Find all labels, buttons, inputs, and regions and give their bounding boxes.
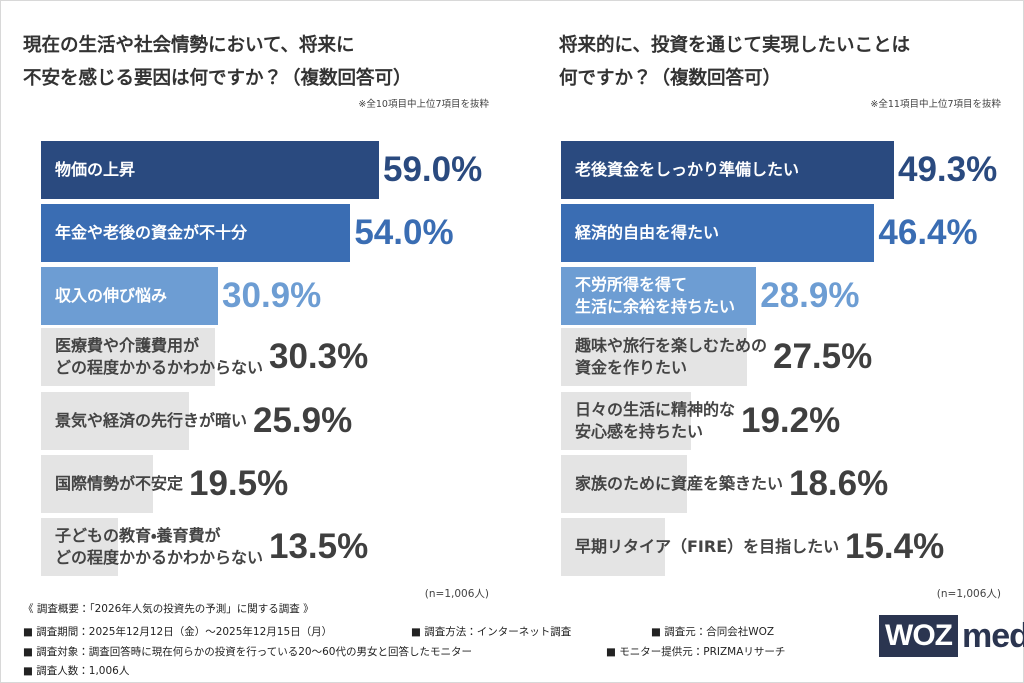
value-label: 30.3% xyxy=(269,337,369,376)
value-label: 25.9% xyxy=(253,401,353,440)
category-label: 日々の生活に精神的な 安心感を持ちたい xyxy=(575,400,736,441)
value-label: 27.5% xyxy=(773,337,873,376)
category-label: 国際情勢が不安定 xyxy=(55,474,184,493)
chart-title: 将来的に、投資を通じて実現したいことは 何ですか？（複数回答可） xyxy=(559,35,910,89)
category-label: 景気や経済の先行きが暗い xyxy=(55,411,248,430)
bar xyxy=(561,328,747,386)
category-label: 経済的自由を得たい xyxy=(575,223,720,242)
logo-suffix: media xyxy=(961,616,1024,655)
value-label: 18.6% xyxy=(789,464,889,503)
footer-text: ■ 調査対象：調査回答時に現在何らかの投資を行っている20～60代の男女と回答し… xyxy=(23,646,472,658)
bar xyxy=(41,392,190,450)
bar xyxy=(41,518,119,576)
value-label: 59.0% xyxy=(383,150,483,189)
bar xyxy=(561,392,691,450)
bar xyxy=(41,455,153,513)
sample-size: (n=1,006人) xyxy=(936,588,1001,600)
category-label: 医療費や介護費用が どの程度かかるかわからない xyxy=(55,336,264,377)
logo-brand: WOZ xyxy=(879,615,958,657)
category-label: 家族のために資産を築きたい xyxy=(575,474,784,493)
footer-text: 《 調査概要：「2026年人気の投資先の予測」に関する調査 》 xyxy=(23,603,314,615)
bar xyxy=(41,204,351,262)
chart-note: ※全10項目中上位7項目を抜粋 xyxy=(358,99,489,110)
footer-text: ■ 調査元：合同会社WOZ xyxy=(651,626,775,638)
bar xyxy=(41,267,219,325)
value-label: 46.4% xyxy=(878,213,978,252)
value-label: 28.9% xyxy=(760,276,860,315)
category-label: 物価の上昇 xyxy=(55,160,136,179)
footer-text: ■ 調査期間：2025年12月12日（金）～2025年12月15日（月） xyxy=(23,626,333,638)
category-label: 収入の伸び悩み xyxy=(55,286,168,305)
value-label: 19.5% xyxy=(189,464,289,503)
category-label: 不労所得を得て 生活に余裕を持ちたい xyxy=(575,275,736,316)
bar xyxy=(41,328,215,386)
chart-note: ※全11項目中上位7項目を抜粋 xyxy=(870,99,1001,110)
footer-text: ■ モニター提供元：PRIZMAリサーチ xyxy=(606,646,786,658)
bar xyxy=(561,141,894,199)
logo: WOZ media xyxy=(879,613,1024,659)
value-label: 19.2% xyxy=(741,401,841,440)
footer-text: ■ 調査方法：インターネット調査 xyxy=(411,626,572,638)
value-label: 13.5% xyxy=(269,527,369,566)
category-label: 早期リタイア（FIRE）を目指したい xyxy=(575,537,840,556)
value-label: 49.3% xyxy=(898,150,998,189)
bar xyxy=(561,455,687,513)
bar xyxy=(561,267,757,325)
category-label: 老後資金をしっかり準備したい xyxy=(575,160,800,179)
sample-size: (n=1,006人) xyxy=(424,588,489,600)
bar xyxy=(561,204,875,262)
bar xyxy=(41,141,379,199)
bar xyxy=(561,518,666,576)
category-label: 年金や老後の資金が不十分 xyxy=(55,223,248,242)
category-label: 趣味や旅行を楽しむための 資金を作りたい xyxy=(575,336,768,377)
value-label: 30.9% xyxy=(222,276,322,315)
value-label: 54.0% xyxy=(354,213,454,252)
footer-text: ■ 調査人数：1,006人 xyxy=(23,665,130,677)
value-label: 15.4% xyxy=(845,527,945,566)
chart-title: 現在の生活や社会情勢において、将来に 不安を感じる要因は何ですか？（複数回答可） xyxy=(23,35,412,89)
category-label: 子どもの教育・養育費が どの程度かかるかわからない xyxy=(55,526,264,567)
